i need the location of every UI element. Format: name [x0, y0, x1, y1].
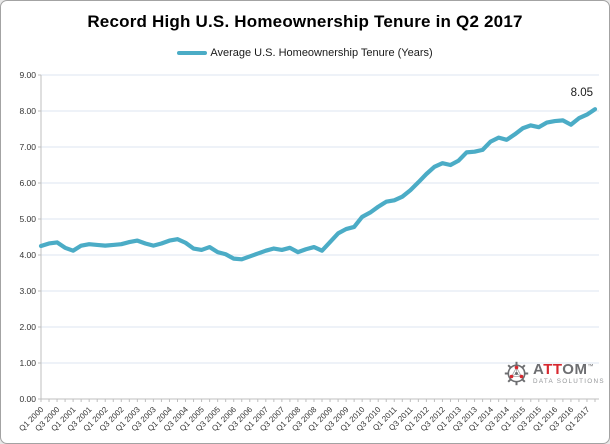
- peak-value-label: 8.05: [571, 87, 593, 99]
- legend-line-swatch-icon: [177, 51, 208, 55]
- attom-logo-text: ATTOM™ DATA SOLUTIONS: [533, 362, 605, 385]
- trademark-symbol: ™: [587, 363, 594, 370]
- legend-label: Average U.S. Homeownership Tenure (Years…: [210, 47, 433, 59]
- y-axis-tick-label: 1.00: [19, 358, 36, 368]
- y-axis-tick-label: 7.00: [19, 142, 36, 152]
- attom-logo: ATTOM™ DATA SOLUTIONS: [504, 361, 605, 386]
- y-axis-tick-label: 4.00: [19, 250, 36, 260]
- y-axis-tick-label: 5.00: [19, 214, 36, 224]
- y-axis-tick-label: 9.00: [19, 70, 36, 80]
- attom-gear-icon: [504, 361, 529, 386]
- y-axis-tick-label: 2.00: [19, 322, 36, 332]
- tenure-line: [38, 107, 598, 262]
- y-axis-tick-label: 0.00: [19, 394, 36, 404]
- y-axis-tick-label: 6.00: [19, 178, 36, 188]
- attom-logo-subtitle: DATA SOLUTIONS: [533, 377, 605, 385]
- attom-brand-name: ATTOM™: [533, 360, 594, 378]
- chart-title: Record High U.S. Homeownership Tenure in…: [87, 12, 523, 31]
- y-axis-tick-label: 8.00: [19, 106, 36, 116]
- y-axis-tick-label: 3.00: [19, 286, 36, 296]
- legend: Average U.S. Homeownership Tenure (Years…: [1, 47, 609, 59]
